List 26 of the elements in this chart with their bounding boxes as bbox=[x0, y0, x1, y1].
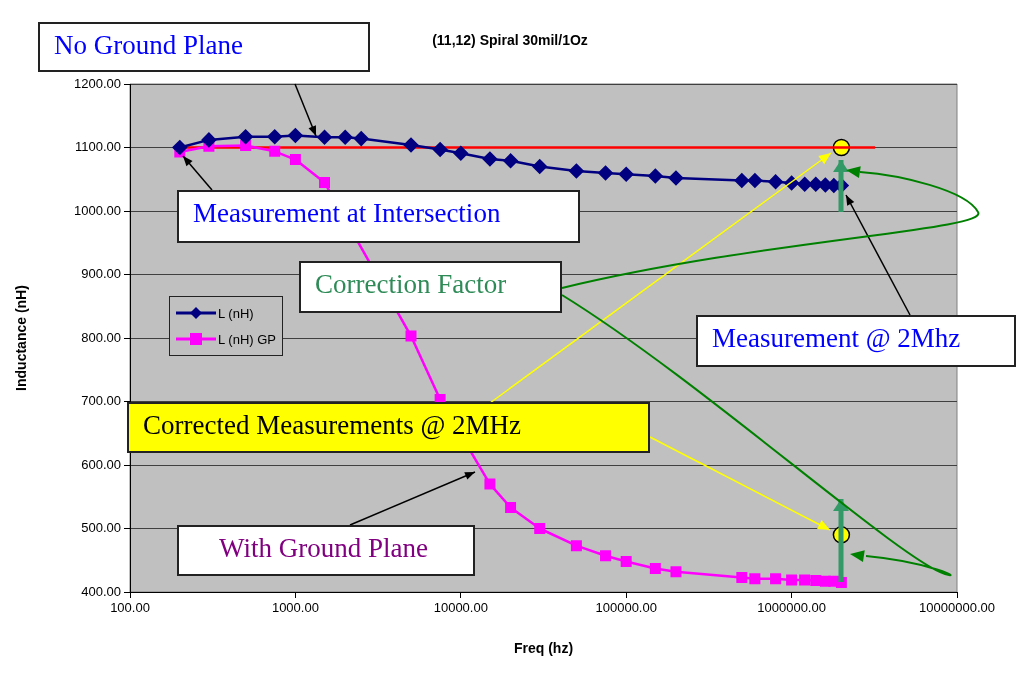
y-tick-label: 900.00 bbox=[81, 266, 121, 282]
y-tick-label: 500.00 bbox=[81, 520, 121, 536]
y-axis-title: Inductance (nH) bbox=[13, 285, 30, 391]
callout-box: No Ground Plane bbox=[38, 22, 370, 72]
callout-box: Correction Factor bbox=[299, 261, 562, 313]
x-tick-label: 1000000.00 bbox=[757, 600, 826, 616]
y-tick-label: 400.00 bbox=[81, 583, 121, 599]
y-tick-label: 600.00 bbox=[81, 456, 121, 472]
x-tick-label: 1000.00 bbox=[271, 600, 319, 616]
chart-title: (11,12) Spiral 30mil/1Oz bbox=[431, 32, 589, 48]
callout-box: Measurement at Intersection bbox=[177, 190, 580, 243]
y-tick-label: 1200.00 bbox=[74, 75, 121, 91]
x-tick-label: 100000.00 bbox=[595, 600, 657, 616]
callout-box: With Ground Plane bbox=[177, 525, 475, 576]
legend-label: L (nH) bbox=[218, 305, 254, 321]
y-tick-label: 700.00 bbox=[81, 393, 121, 409]
x-axis-title: Freq (hz) bbox=[513, 640, 574, 657]
legend-label: L (nH) GP bbox=[218, 331, 277, 347]
x-tick-label: 10000000.00 bbox=[919, 600, 995, 616]
y-tick-label: 1000.00 bbox=[74, 202, 121, 218]
x-tick-label: 100.00 bbox=[110, 600, 150, 616]
callout-box: Measurement @ 2Mhz bbox=[696, 315, 1016, 367]
y-tick-label: 1100.00 bbox=[74, 139, 121, 155]
x-tick-label: 10000.00 bbox=[433, 600, 488, 616]
y-tick-label: 800.00 bbox=[81, 329, 121, 345]
callout-box: Corrected Measurements @ 2MHz bbox=[127, 402, 650, 453]
